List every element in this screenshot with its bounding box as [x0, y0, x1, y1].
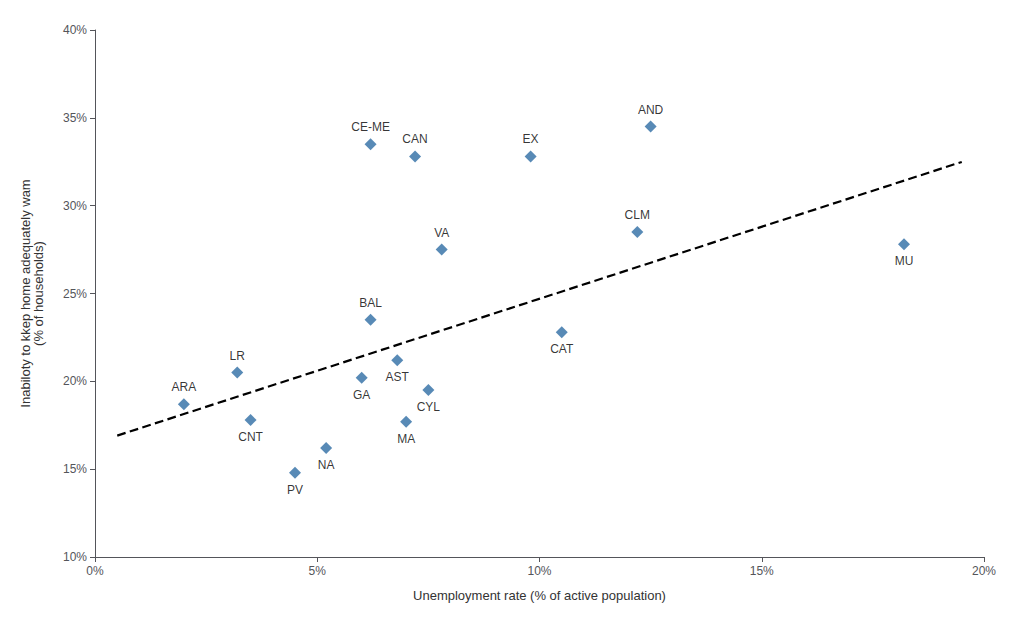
svg-text:40%: 40% [63, 23, 87, 37]
svg-text:CLM: CLM [625, 208, 650, 222]
svg-text:PV: PV [287, 483, 303, 497]
svg-text:Inabiloty to kkep home adequat: Inabiloty to kkep home adequately wam [18, 179, 33, 408]
svg-text:MU: MU [895, 254, 914, 268]
svg-text:AST: AST [386, 370, 410, 384]
svg-text:35%: 35% [63, 111, 87, 125]
svg-text:AND: AND [638, 103, 664, 117]
svg-text:20%: 20% [63, 374, 87, 388]
svg-text:30%: 30% [63, 199, 87, 213]
svg-text:20%: 20% [972, 564, 996, 578]
svg-text:BAL: BAL [359, 296, 382, 310]
svg-text:LR: LR [230, 349, 246, 363]
svg-text:CAN: CAN [402, 132, 427, 146]
svg-text:15%: 15% [63, 462, 87, 476]
svg-text:CE-ME: CE-ME [351, 120, 390, 134]
svg-text:Unemployment rate (% of active: Unemployment rate (% of active populatio… [413, 588, 666, 603]
svg-text:GA: GA [353, 388, 370, 402]
svg-text:VA: VA [434, 226, 449, 240]
svg-text:ARA: ARA [172, 380, 197, 394]
svg-text:25%: 25% [63, 287, 87, 301]
svg-text:10%: 10% [63, 550, 87, 564]
svg-text:10%: 10% [527, 564, 551, 578]
svg-text:MA: MA [397, 432, 415, 446]
svg-text:NA: NA [318, 458, 335, 472]
svg-text:CNT: CNT [238, 430, 263, 444]
svg-text:(% of households): (% of households) [31, 241, 46, 346]
svg-text:15%: 15% [750, 564, 774, 578]
svg-text:CAT: CAT [550, 342, 574, 356]
svg-text:0%: 0% [86, 564, 104, 578]
svg-text:CYL: CYL [417, 400, 441, 414]
svg-text:5%: 5% [309, 564, 327, 578]
svg-text:EX: EX [523, 132, 539, 146]
